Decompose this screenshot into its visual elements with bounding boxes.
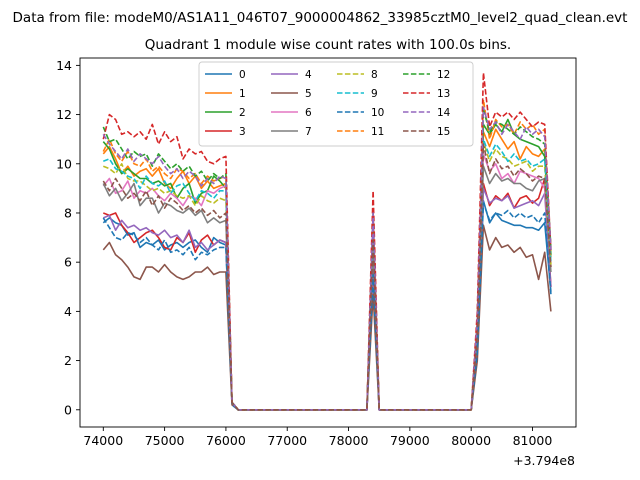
x-tick-label: 78000 xyxy=(329,433,369,448)
x-tick-label: 80000 xyxy=(451,433,491,448)
y-tick-label: 8 xyxy=(64,205,72,220)
axes-frame xyxy=(79,57,577,428)
legend-label-8: 8 xyxy=(371,69,378,81)
y-tick-label: 0 xyxy=(64,402,72,417)
legend-label-9: 9 xyxy=(371,88,378,100)
x-tick-label: 75000 xyxy=(145,433,185,448)
legend-label-7: 7 xyxy=(305,126,312,138)
y-tick-label: 14 xyxy=(56,58,72,73)
legend-label-2: 2 xyxy=(239,107,246,119)
legend-label-15: 15 xyxy=(437,126,450,138)
figure-suptitle: Data from file: modeM0/AS1A11_046T07_900… xyxy=(13,10,628,26)
series-line-14 xyxy=(102,106,552,411)
x-tick-label: 81000 xyxy=(513,433,553,448)
plot-area: 74000 75000 76000 77000 78000 79000 80000 81000… xyxy=(56,57,577,448)
y-tick-label: 12 xyxy=(56,107,72,122)
chart-title: Quadrant 1 module wise count rates with … xyxy=(145,37,511,53)
legend-label-10: 10 xyxy=(371,107,384,119)
legend-label-14: 14 xyxy=(437,107,451,119)
legend-label-13: 13 xyxy=(437,88,450,100)
legend-label-4: 4 xyxy=(305,69,312,81)
legend-label-12: 12 xyxy=(437,69,450,81)
legend-box xyxy=(198,61,474,147)
legend-label-6: 6 xyxy=(305,107,312,119)
x-tick-label: 77000 xyxy=(267,433,307,448)
y-tick-label: 4 xyxy=(64,304,72,319)
series-line-15 xyxy=(102,143,552,411)
legend-label-1: 1 xyxy=(239,88,246,100)
y-tick-label: 2 xyxy=(64,353,72,368)
x-offset-label: +3.794e8 xyxy=(513,453,575,468)
legend-label-3: 3 xyxy=(239,126,246,138)
x-tick-label: 76000 xyxy=(206,433,246,448)
legend-label-0: 0 xyxy=(239,69,246,81)
legend-label-11: 11 xyxy=(371,126,384,138)
x-tick-label: 74000 xyxy=(83,433,123,448)
y-tick-label: 6 xyxy=(64,255,72,270)
legend-label-5: 5 xyxy=(305,88,312,100)
y-tick-label: 10 xyxy=(56,156,72,171)
x-tick-label: 79000 xyxy=(390,433,430,448)
